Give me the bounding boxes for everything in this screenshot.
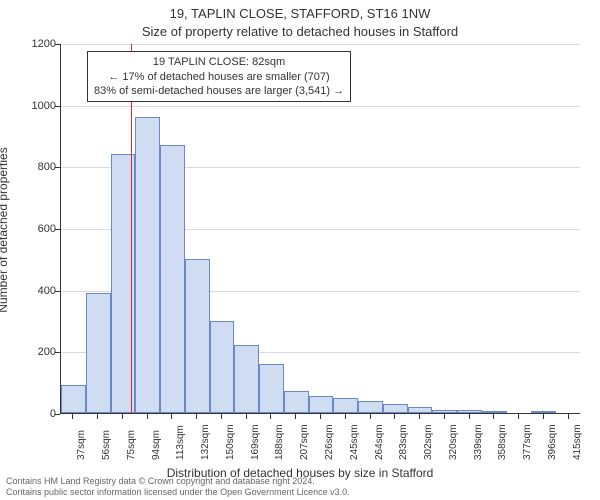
x-tick-mark (568, 414, 569, 419)
annotation-line2: ← 17% of detached houses are smaller (70… (94, 70, 344, 84)
annotation-line3: 83% of semi-detached houses are larger (… (94, 84, 344, 98)
x-tick-mark (171, 414, 172, 419)
histogram-bar (86, 293, 111, 413)
y-tick-mark (55, 352, 60, 353)
x-tick-mark (493, 414, 494, 419)
footer-line1: Contains HM Land Registry data © Crown c… (6, 476, 350, 487)
x-tick-label: 94sqm (151, 430, 162, 460)
x-tick-label: 56sqm (101, 430, 112, 460)
histogram-bar (234, 345, 259, 413)
x-tick-label: 302sqm (423, 424, 434, 460)
x-tick-label: 245sqm (349, 424, 360, 460)
x-tick-mark (419, 414, 420, 419)
y-tick-mark (55, 44, 60, 45)
histogram-bar (531, 411, 556, 413)
histogram-bar (383, 404, 408, 413)
y-axis-label: Number of detached properties (0, 147, 10, 312)
x-tick-mark (72, 414, 73, 419)
x-tick-label: 415sqm (572, 424, 583, 460)
x-tick-mark (147, 414, 148, 419)
y-tick-label: 1200 (20, 38, 56, 50)
x-tick-label: 339sqm (473, 424, 484, 460)
x-tick-mark (444, 414, 445, 419)
x-tick-label: 358sqm (497, 424, 508, 460)
plot-area: 19 TAPLIN CLOSE: 82sqm ← 17% of detached… (60, 44, 580, 414)
histogram-bar (259, 364, 284, 413)
histogram-bar (482, 411, 507, 413)
histogram-bar (432, 410, 457, 413)
x-tick-mark (221, 414, 222, 419)
x-tick-label: 320sqm (448, 424, 459, 460)
footer: Contains HM Land Registry data © Crown c… (6, 476, 350, 498)
x-tick-mark (196, 414, 197, 419)
x-tick-label: 226sqm (324, 424, 335, 460)
y-tick-mark (55, 106, 60, 107)
histogram-bar (309, 396, 334, 413)
x-tick-label: 207sqm (299, 424, 310, 460)
histogram-bar (457, 410, 482, 413)
x-tick-label: 396sqm (547, 424, 558, 460)
histogram-bar (185, 259, 210, 413)
x-tick-mark (345, 414, 346, 419)
x-tick-label: 150sqm (225, 424, 236, 460)
x-tick-label: 37sqm (76, 430, 87, 460)
gridline (61, 44, 580, 45)
y-tick-mark (55, 414, 60, 415)
title-subtitle: Size of property relative to detached ho… (0, 24, 600, 39)
x-tick-mark (97, 414, 98, 419)
y-tick-label: 0 (20, 408, 56, 420)
histogram-bar (408, 407, 433, 413)
x-tick-label: 75sqm (126, 430, 137, 460)
y-tick-label: 600 (20, 223, 56, 235)
x-tick-label: 169sqm (250, 424, 261, 460)
x-tick-mark (122, 414, 123, 419)
histogram-bar (135, 117, 160, 413)
x-tick-label: 188sqm (274, 424, 285, 460)
histogram-bar (358, 401, 383, 413)
x-tick-label: 377sqm (522, 424, 533, 460)
gridline (61, 106, 580, 107)
histogram-bar (284, 391, 309, 413)
histogram-bar (160, 145, 185, 413)
chart-container: 19, TAPLIN CLOSE, STAFFORD, ST16 1NW Siz… (0, 0, 600, 500)
x-tick-mark (518, 414, 519, 419)
y-tick-mark (55, 229, 60, 230)
x-tick-mark (295, 414, 296, 419)
x-tick-mark (270, 414, 271, 419)
x-tick-label: 283sqm (398, 424, 409, 460)
title-address: 19, TAPLIN CLOSE, STAFFORD, ST16 1NW (0, 6, 600, 21)
y-tick-label: 1000 (20, 100, 56, 112)
histogram-bar (333, 398, 358, 413)
annotation-line1: 19 TAPLIN CLOSE: 82sqm (94, 55, 344, 69)
x-tick-mark (469, 414, 470, 419)
x-tick-mark (394, 414, 395, 419)
x-tick-mark (320, 414, 321, 419)
y-tick-label: 800 (20, 161, 56, 173)
x-tick-mark (246, 414, 247, 419)
y-tick-label: 400 (20, 285, 56, 297)
histogram-bar (61, 385, 86, 413)
x-tick-label: 132sqm (200, 424, 211, 460)
y-tick-mark (55, 167, 60, 168)
y-tick-label: 200 (20, 346, 56, 358)
histogram-bar (210, 321, 235, 414)
x-tick-mark (370, 414, 371, 419)
annotation-box: 19 TAPLIN CLOSE: 82sqm ← 17% of detached… (87, 51, 351, 102)
x-tick-label: 264sqm (374, 424, 385, 460)
x-tick-mark (543, 414, 544, 419)
y-tick-mark (55, 291, 60, 292)
footer-line2: Contains public sector information licen… (6, 487, 350, 498)
x-tick-label: 113sqm (175, 425, 186, 460)
